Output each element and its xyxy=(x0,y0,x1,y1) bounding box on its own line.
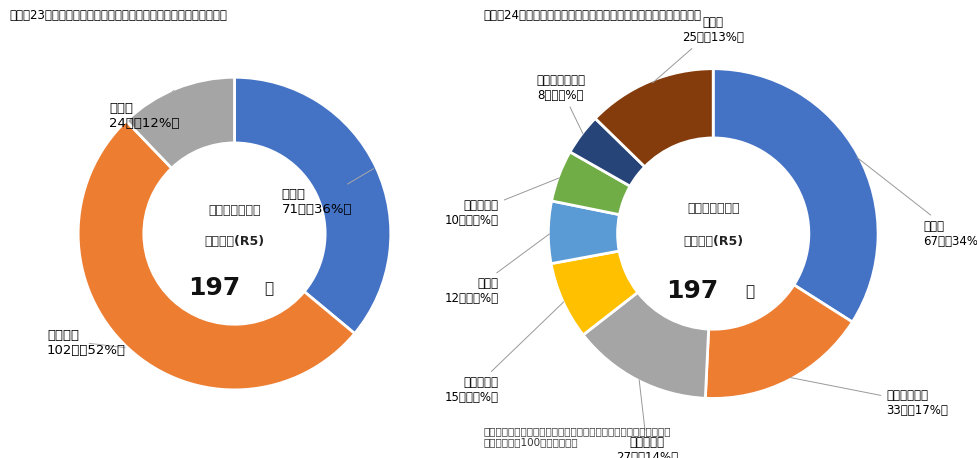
Text: 件: 件 xyxy=(744,284,754,299)
Text: ランサムウェア: ランサムウェア xyxy=(687,202,740,215)
Text: 件: 件 xyxy=(265,281,274,296)
Text: 金融業・保険業
8件（４%）: 金融業・保険業 8件（４%） xyxy=(536,74,585,134)
Text: 197: 197 xyxy=(665,279,718,303)
Text: 被害件数(R5): 被害件数(R5) xyxy=(204,235,265,248)
Text: 団体等
24件（12%）: 団体等 24件（12%） xyxy=(109,90,180,131)
Text: 197: 197 xyxy=(188,276,240,300)
Wedge shape xyxy=(705,285,852,398)
Text: 中小企業
102件（52%）: 中小企業 102件（52%） xyxy=(47,329,126,357)
Text: 医療・福祉
10件（５%）: 医療・福祉 10件（５%） xyxy=(445,178,560,227)
Wedge shape xyxy=(552,152,630,215)
Text: 大企業
71件（36%）: 大企業 71件（36%） xyxy=(281,169,373,216)
Text: その他
25件（13%）: その他 25件（13%） xyxy=(653,16,744,83)
Text: 製造業
67件（34%）: 製造業 67件（34%） xyxy=(857,158,977,248)
Text: 情報通信業
15件（８%）: 情報通信業 15件（８%） xyxy=(445,302,564,404)
Text: 【図表24：ランサムウェア被害の企業・団体等の業種別報告件数】: 【図表24：ランサムウェア被害の企業・団体等の業種別報告件数】 xyxy=(484,9,701,22)
Wedge shape xyxy=(234,77,391,333)
Text: 建設業
12件（６%）: 建設業 12件（６%） xyxy=(445,234,549,305)
Wedge shape xyxy=(78,121,355,390)
Wedge shape xyxy=(713,69,878,322)
Wedge shape xyxy=(126,77,234,168)
Text: 【図表23：ランサムウェア被害の企業・団体等の規模別報告件数】: 【図表23：ランサムウェア被害の企業・団体等の規模別報告件数】 xyxy=(10,9,228,22)
Wedge shape xyxy=(595,69,713,167)
Text: ランサムウェア: ランサムウェア xyxy=(208,204,261,217)
Wedge shape xyxy=(551,251,638,335)
Text: サービス業
27件（14%）: サービス業 27件（14%） xyxy=(616,380,678,458)
Text: 卸売・小売業
33件（17%）: 卸売・小売業 33件（17%） xyxy=(790,377,949,417)
Text: 注　図中の割合は小数第１位以下を四捨五入しているため、総計が
　　必ずしも100にならない。: 注 図中の割合は小数第１位以下を四捨五入しているため、総計が 必ずしも100にな… xyxy=(484,426,671,447)
Text: 被害件数(R5): 被害件数(R5) xyxy=(683,235,743,248)
Wedge shape xyxy=(583,292,708,398)
Wedge shape xyxy=(570,119,645,186)
Wedge shape xyxy=(548,201,619,264)
